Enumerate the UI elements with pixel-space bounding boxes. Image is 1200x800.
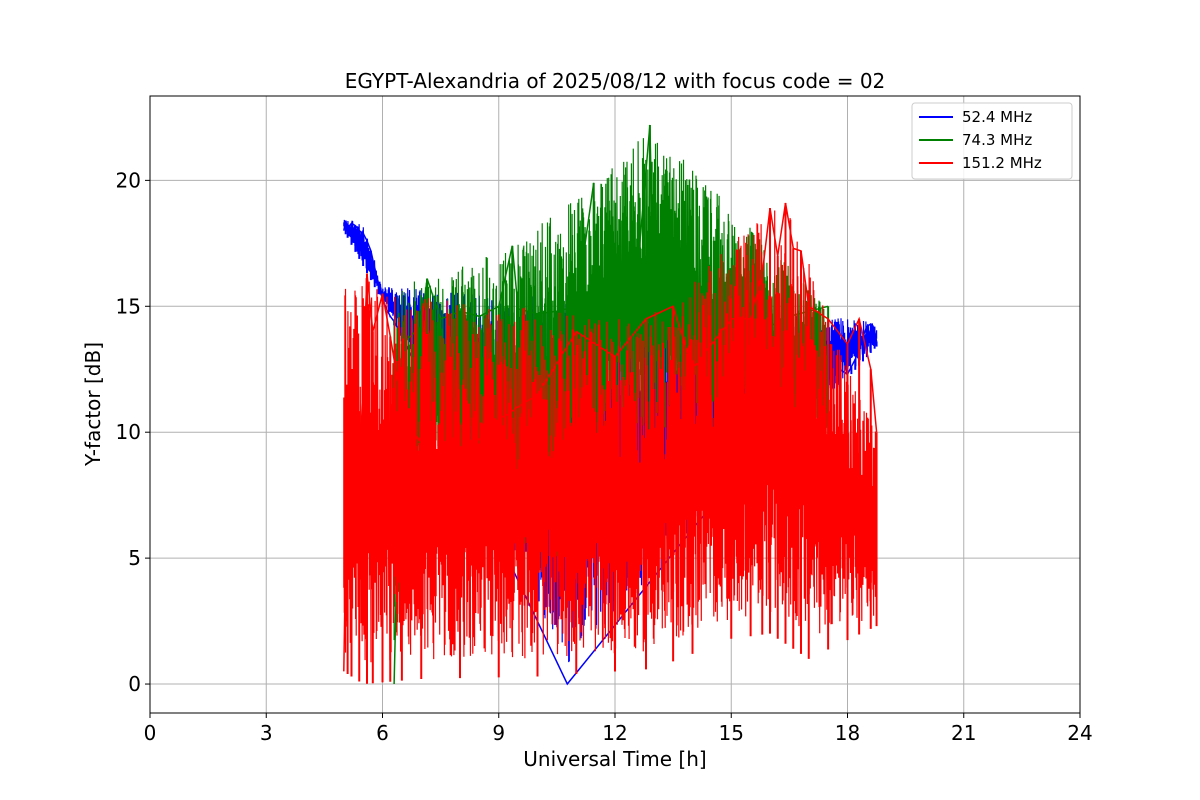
legend-label-1: 52.4 MHz	[962, 108, 1032, 126]
series-3	[343, 202, 878, 684]
series-3-line	[343, 202, 878, 672]
series-3-fluctuation	[343, 210, 878, 663]
y-tick-label: 10	[116, 420, 141, 444]
legend-label-2: 74.3 MHz	[962, 131, 1032, 149]
x-tick-label: 0	[144, 721, 157, 745]
x-tick-label: 12	[602, 721, 627, 745]
chart-title: EGYPT-Alexandria of 2025/08/12 with focu…	[345, 69, 886, 93]
x-tick-label: 24	[1067, 721, 1092, 745]
x-tick-label: 3	[260, 721, 273, 745]
series-layer	[343, 124, 878, 686]
legend-label-3: 151.2 MHz	[962, 154, 1042, 172]
tick-marks: 0 3 6 9 12 15 18 21 24 0 5 10 15 20	[116, 168, 1093, 745]
legend-box	[911, 102, 1073, 180]
x-axis-label: Universal Time [h]	[523, 747, 706, 771]
y-axis-label: Y-factor [dB]	[81, 342, 105, 467]
x-tick-label: 18	[835, 721, 860, 745]
x-tick-label: 9	[492, 721, 505, 745]
y-tick-label: 5	[128, 546, 141, 570]
x-tick-label: 15	[719, 721, 744, 745]
y-tick-label: 15	[116, 294, 141, 318]
x-tick-label: 6	[376, 721, 389, 745]
y-tick-label: 20	[116, 168, 141, 192]
y-tick-label: 0	[128, 672, 141, 696]
x-tick-label: 21	[951, 721, 976, 745]
legend: 52.4 MHz 74.3 MHz 151.2 MHz	[911, 102, 1073, 180]
